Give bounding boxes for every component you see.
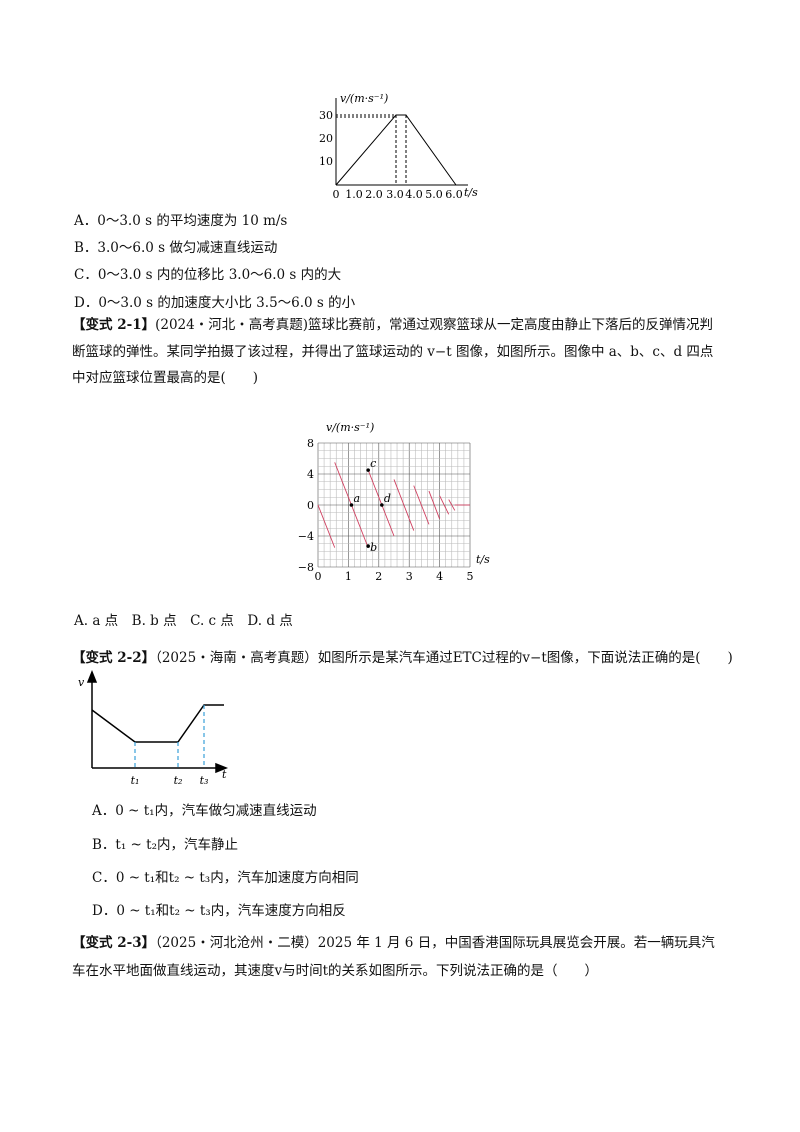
y-tick-label: 0 <box>307 499 314 512</box>
graph-line <box>413 485 430 525</box>
x-tick-label: t₁ <box>131 774 140 787</box>
x-tick-label: 2.0 <box>365 188 383 201</box>
x-tick-label: 5.0 <box>425 188 443 201</box>
y-tick-label: 8 <box>307 437 314 450</box>
x-axis-label: t <box>222 768 227 781</box>
x-tick-label: 0 <box>315 570 322 583</box>
y-tick-label: 30 <box>319 109 333 122</box>
text-line: （2025・海南・高考真题）如图所示是某汽车通过ETC过程的v−t图像，下面说法… <box>155 650 733 666</box>
question: 【变式 2-1】(2024・河北・高考真题)篮球比赛前，常通过观察篮球从一定高度… <box>72 313 713 333</box>
y-axis-label: v/(m·s⁻¹) <box>340 92 388 105</box>
text-line: 中对应篮球位置最高的是( ) <box>72 370 259 386</box>
graph-line <box>439 495 450 515</box>
point <box>366 544 370 548</box>
point-label: d <box>384 492 391 505</box>
graph-line <box>428 490 441 520</box>
options: A. a 点 B. b 点 C. c 点 D. d 点 <box>74 613 293 629</box>
arrow <box>215 762 229 774</box>
y-tick-label: −8 <box>298 561 314 574</box>
x-tick-label: 4.0 <box>405 188 423 201</box>
text-line: (2024・河北・高考真题)篮球比赛前，常通过观察篮球从一定高度由静止下落后的反… <box>155 317 713 333</box>
point-label: a <box>353 492 360 505</box>
point <box>349 503 354 507</box>
x-tick-label: 5 <box>467 570 474 583</box>
variant-label: 【变式 2-1】 <box>72 317 156 333</box>
graph-line <box>367 469 395 537</box>
point-label: c <box>370 457 376 470</box>
x-axis-label: t/s <box>476 553 490 566</box>
graph-line <box>335 114 457 186</box>
graph-line <box>448 499 456 511</box>
x-tick-label: 6.0 <box>445 188 463 201</box>
text-line: （2025・河北沧州・二模）2025 年 1 月 6 日，中国香港国际玩具展览会… <box>155 935 715 951</box>
x-tick-label: 1 <box>345 570 352 583</box>
question: 【变式 2-2】（2025・海南・高考真题）如图所示是某汽车通过ETC过程的v−… <box>72 646 733 666</box>
option: C．0～3.0 s 内的位移比 3.0～6.0 s 内的大 <box>74 267 342 283</box>
y-tick-label: 20 <box>319 132 333 145</box>
point <box>366 468 370 472</box>
x-tick-label: 3 <box>406 570 413 583</box>
x-axis-label: t/s <box>464 186 478 199</box>
graph-line <box>317 504 336 548</box>
y-axis-label: v <box>78 676 85 689</box>
point <box>380 503 384 507</box>
x-tick-label: t₂ <box>174 774 183 787</box>
variant-label: 【变式 2-2】 <box>72 650 156 666</box>
x-tick-label: 2 <box>375 570 382 583</box>
option: B．t₁ ~ t₂内，汽车静止 <box>92 837 238 853</box>
figure-3 <box>86 669 229 774</box>
y-axis-label: v/(m·s⁻¹) <box>326 421 374 434</box>
point-label: b <box>370 541 377 554</box>
text-line: 断篮球的弹性。某同学拍摄了该过程，并得出了篮球运动的 v−t 图像，如图所示。图… <box>72 344 714 360</box>
x-tick-label: 3.0 <box>386 188 404 201</box>
x-tick-label: 4 <box>436 570 443 583</box>
y-tick-label: −4 <box>298 530 314 543</box>
option: B．3.0～6.0 s 做匀减速直线运动 <box>74 240 278 256</box>
option: A．0～3.0 s 的平均速度为 10 m/s <box>74 213 288 229</box>
y-tick-label: 10 <box>319 155 333 168</box>
x-tick-label: t₃ <box>200 774 209 787</box>
question: 【变式 2-3】（2025・河北沧州・二模）2025 年 1 月 6 日，中国香… <box>72 931 715 951</box>
text-line: 车在水平地面做直线运动，其速度v与时间t的关系如图所示。下列说法正确的是（ ） <box>72 963 599 979</box>
arrow <box>86 669 98 683</box>
x-tick-label: 0 <box>333 188 340 201</box>
option: C．0 ~ t₁和t₂ ~ t₃内，汽车加速度方向相同 <box>92 870 359 886</box>
option: D．0～3.0 s 的加速度大小比 3.5～6.0 s 的小 <box>74 295 356 311</box>
option: A．0 ~ t₁内，汽车做匀减速直线运动 <box>92 803 317 819</box>
option: D．0 ~ t₁和t₂ ~ t₃内，汽车速度方向相反 <box>92 903 346 919</box>
figure-1 <box>335 98 468 186</box>
x-tick-label: 1.0 <box>345 188 363 201</box>
variant-label: 【变式 2-3】 <box>72 935 156 951</box>
y-tick-label: 4 <box>307 468 314 481</box>
graph-line <box>393 479 415 531</box>
